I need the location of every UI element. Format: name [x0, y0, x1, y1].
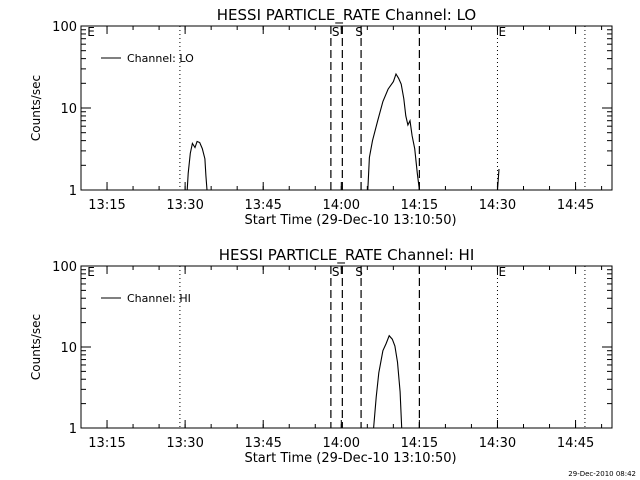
y-tick-label: 1: [69, 422, 77, 437]
plot-frame: [80, 265, 613, 429]
panel-lo: HESSI PARTICLE_RATE Channel: LO Counts/se…: [29, 6, 613, 228]
series-line-channello: [496, 169, 500, 191]
x-tick-label: 13:45: [244, 198, 281, 213]
y-axis-label: Counts/sec: [29, 314, 43, 380]
y-tick-label: 1: [69, 184, 77, 199]
x-tick-label: 14:00: [323, 198, 360, 213]
event-label: E: [498, 25, 506, 39]
chart-title: HESSI PARTICLE_RATE Channel: HI: [219, 246, 475, 265]
x-tick-label: 14:30: [479, 198, 516, 213]
chart-title: HESSI PARTICLE_RATE Channel: LO: [217, 6, 476, 25]
x-tick-label: 13:45: [244, 436, 281, 451]
event-label: S: [332, 265, 340, 279]
event-label: E: [87, 265, 95, 279]
y-tick-label: 10: [60, 102, 77, 117]
x-tick-label: 13:15: [88, 436, 125, 451]
x-tick-label: 14:00: [323, 436, 360, 451]
x-tick-label: 14:45: [557, 198, 594, 213]
panel-hi: HESSI PARTICLE_RATE Channel: HI Counts/se…: [29, 246, 613, 466]
footer-timestamp: 29-Dec-2010 08:42: [568, 470, 636, 478]
y-axis-label: Counts/sec: [29, 75, 43, 141]
y-tick-label: 10: [60, 341, 77, 356]
event-label: E: [498, 265, 506, 279]
x-tick-label: 14:45: [557, 436, 594, 451]
event-label: S: [355, 25, 363, 39]
plot-frame: [80, 25, 613, 191]
y-tick-label: 100: [52, 260, 77, 275]
y-tick-label: 100: [52, 20, 77, 35]
legend-label: Channel: LO: [127, 52, 194, 65]
x-tick-label: 14:15: [401, 198, 438, 213]
x-tick-label: 13:30: [166, 436, 203, 451]
legend-label: Channel: HI: [127, 292, 191, 305]
x-tick-label: 13:15: [88, 198, 125, 213]
series-line-channello: [367, 72, 420, 191]
x-tick-label: 14:30: [479, 436, 516, 451]
event-label: S: [332, 25, 340, 39]
series-line-channello: [186, 140, 208, 191]
event-label: E: [87, 25, 95, 39]
series-line-channelhi: [373, 334, 403, 429]
x-tick-label: 13:30: [166, 198, 203, 213]
x-axis-label: Start Time (29-Dec-10 13:10:50): [244, 213, 456, 228]
x-tick-label: 14:15: [401, 436, 438, 451]
event-label: S: [355, 265, 363, 279]
x-axis-label: Start Time (29-Dec-10 13:10:50): [244, 451, 456, 466]
